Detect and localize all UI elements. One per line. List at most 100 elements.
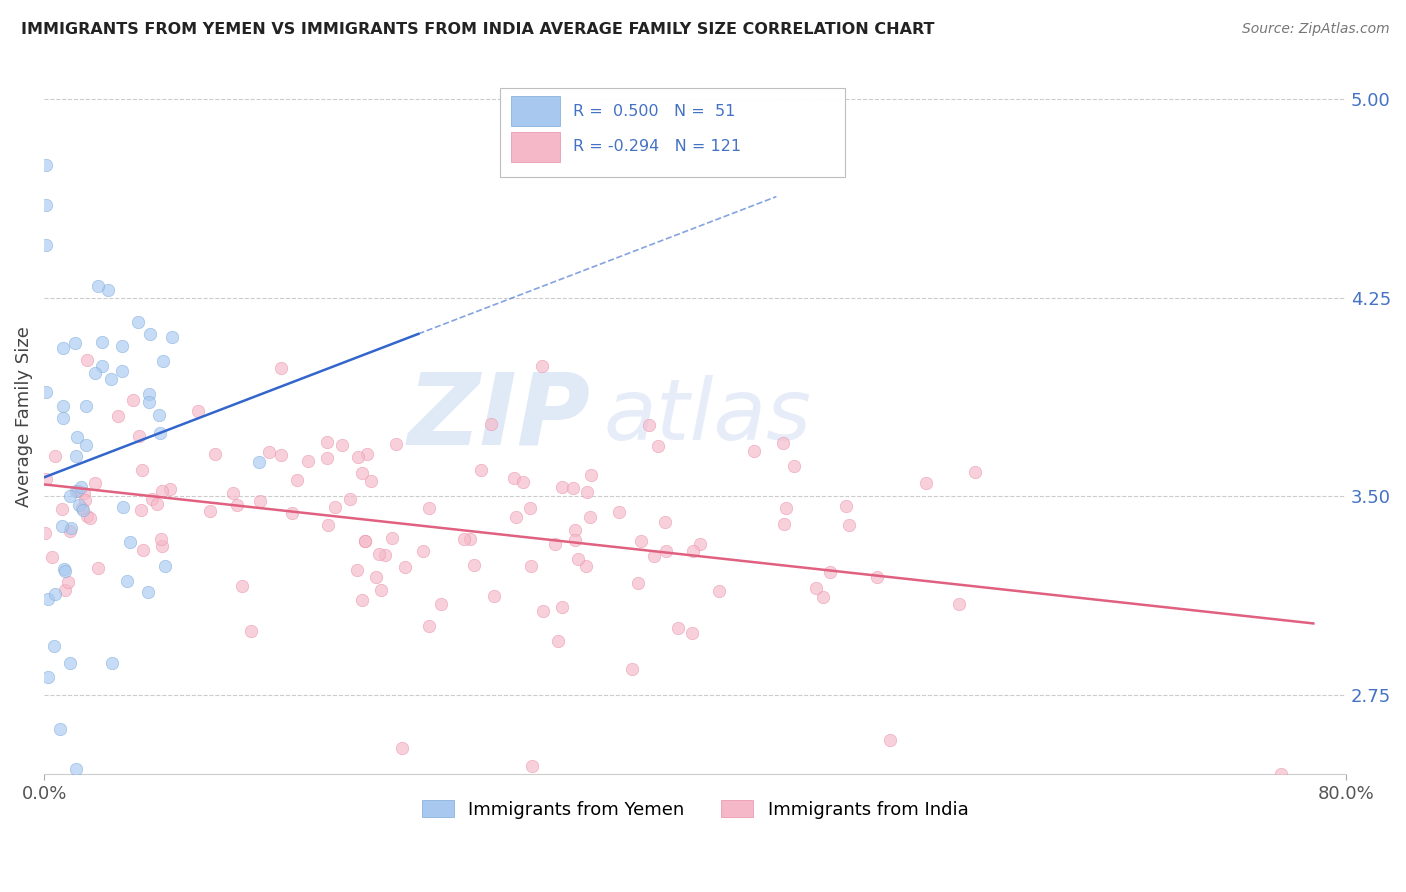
Point [270, 449, 292, 463]
Point [153, 558, 176, 573]
Point [707, 583, 730, 598]
Point [204, 447, 226, 461]
Point [53, 564, 76, 578]
Point [149, 425, 172, 440]
Point [59, 656, 82, 670]
Point [453, 533, 475, 547]
Point [360, 474, 382, 488]
Point [59, 489, 82, 503]
Point [52, 410, 75, 425]
Point [547, 634, 569, 648]
Point [627, 575, 650, 590]
Point [65, 484, 87, 499]
Text: ZIP: ZIP [408, 368, 591, 466]
Point [44, 449, 66, 463]
Point [70, 480, 93, 494]
Point [97, 283, 120, 297]
Point [429, 597, 451, 611]
Point [391, 740, 413, 755]
Point [470, 463, 492, 477]
Point [531, 359, 554, 374]
Point [141, 491, 163, 506]
Point [72, 501, 94, 516]
Point [522, 759, 544, 773]
Point [531, 604, 554, 618]
Point [149, 532, 172, 546]
Point [37, 592, 59, 607]
Point [368, 547, 391, 561]
Point [607, 505, 630, 519]
Point [484, 589, 506, 603]
Point [339, 492, 361, 507]
Point [562, 481, 585, 495]
Point [127, 316, 149, 330]
Point [72, 503, 94, 517]
Point [132, 543, 155, 558]
Point [772, 435, 794, 450]
Point [150, 539, 173, 553]
Point [136, 585, 159, 599]
Point [115, 574, 138, 589]
Point [111, 339, 134, 353]
Point [131, 463, 153, 477]
Point [621, 662, 644, 676]
Point [52, 400, 75, 414]
Point [49, 722, 72, 736]
Point [159, 482, 181, 496]
FancyBboxPatch shape [499, 88, 845, 178]
Point [35, 198, 58, 212]
Point [128, 428, 150, 442]
Point [682, 625, 704, 640]
Point [65, 450, 87, 464]
Point [222, 485, 245, 500]
Point [544, 537, 567, 551]
Point [79, 510, 101, 524]
Point [240, 624, 263, 638]
Point [643, 549, 665, 563]
Point [65, 335, 87, 350]
Point [520, 559, 543, 574]
Point [112, 500, 135, 514]
Point [567, 551, 589, 566]
Point [576, 484, 599, 499]
Point [86, 279, 108, 293]
Point [418, 618, 440, 632]
Point [385, 437, 408, 451]
Point [121, 392, 143, 407]
Point [742, 444, 765, 458]
FancyBboxPatch shape [512, 132, 560, 161]
Point [52, 562, 75, 576]
Point [575, 559, 598, 574]
Point [35, 237, 58, 252]
Point [53, 582, 76, 597]
Text: IMMIGRANTS FROM YEMEN VS IMMIGRANTS FROM INDIA AVERAGE FAMILY SIZE CORRELATION C: IMMIGRANTS FROM YEMEN VS IMMIGRANTS FROM… [21, 22, 935, 37]
Point [463, 558, 485, 572]
Point [67, 498, 90, 512]
Point [138, 395, 160, 409]
Point [131, 503, 153, 517]
Point [285, 474, 308, 488]
Point [84, 366, 107, 380]
Point [551, 480, 574, 494]
Point [66, 484, 89, 499]
Point [948, 598, 970, 612]
Point [647, 439, 669, 453]
Point [100, 372, 122, 386]
Point [564, 523, 586, 537]
Point [316, 435, 339, 450]
Point [689, 537, 711, 551]
Point [148, 408, 170, 422]
Point [505, 510, 527, 524]
Point [150, 483, 173, 498]
Point [139, 326, 162, 341]
Point [297, 454, 319, 468]
Point [835, 499, 858, 513]
Point [65, 430, 87, 444]
Point [1205, 775, 1227, 789]
Point [75, 437, 97, 451]
Legend: Immigrants from Yemen, Immigrants from India: Immigrants from Yemen, Immigrants from I… [415, 793, 976, 826]
Point [107, 409, 129, 423]
Point [111, 363, 134, 377]
Point [519, 501, 541, 516]
Point [963, 465, 986, 479]
